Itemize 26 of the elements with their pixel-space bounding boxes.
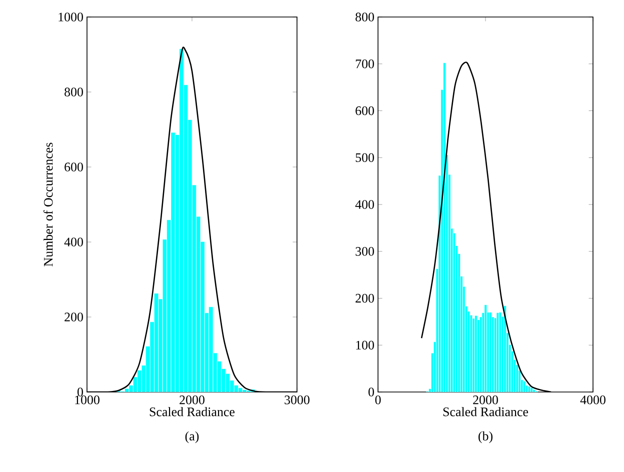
x-tick-label: 1000 [75, 396, 100, 404]
y-tick-label: 800 [64, 88, 83, 96]
y-tick-label: 0 [368, 388, 374, 396]
y-tick-label: 1000 [58, 12, 83, 22]
y-axis-title: Number of Occurrences [43, 142, 53, 266]
y-tick-label: 600 [64, 162, 83, 172]
x-tick-label: 2000 [180, 396, 204, 404]
y-tick-label: 600 [356, 106, 374, 116]
x-tick-label: 0 [375, 396, 381, 404]
y-tick-label: 400 [64, 238, 83, 246]
y-tick-label: 0 [78, 388, 83, 396]
x-tick-label: 3000 [284, 396, 310, 404]
y-tick-label: 500 [356, 153, 374, 162]
y-tick-label: 200 [356, 294, 374, 303]
y-tick-label: 800 [356, 12, 374, 22]
x-tick-label: 4000 [580, 396, 606, 404]
text: (b) [478, 431, 492, 444]
x-tick-label: 2000 [473, 396, 498, 404]
x-axis-title: Scaled Radiance [150, 407, 235, 416]
y-tick-label: 400 [355, 200, 374, 209]
y-tick-label: 300 [356, 247, 374, 256]
text: (a) [185, 431, 199, 444]
y-tick-label: 100 [356, 340, 374, 350]
y-tick-label: 700 [356, 60, 374, 68]
x-axis-title: Scaled Radiance [443, 407, 528, 416]
y-tick-label: 200 [64, 312, 83, 322]
